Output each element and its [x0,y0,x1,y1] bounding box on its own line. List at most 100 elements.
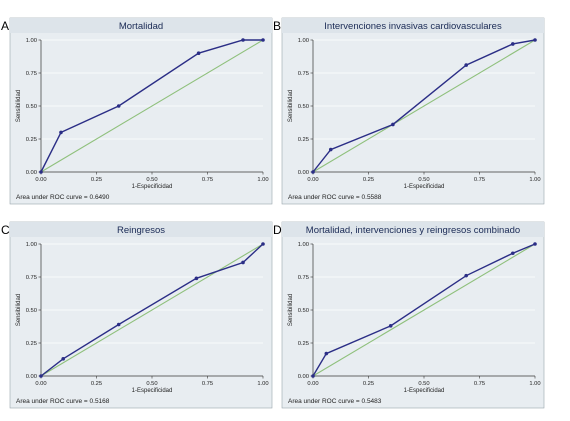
y-tick-label: 0.00 [26,374,37,380]
y-tick-label: 1.00 [298,38,309,44]
title-bar [282,18,544,33]
y-tick-label: 1.00 [298,242,309,248]
panel-letter: A [1,19,9,33]
x-axis-label: 1-Especificidad [132,388,173,394]
x-tick-label: 0.25 [91,177,102,183]
roc-point [391,122,395,127]
roc-chart: D Mortalidad, intervenciones y reingresos… [273,221,545,409]
roc-point [511,251,515,256]
roc-point [533,242,537,246]
y-axis-label: Sensibilidad [288,294,294,326]
roc-point [388,324,393,328]
x-tick-label: 0.25 [363,177,374,183]
auc-annotation: Area under ROC curve = 0.5588 [288,194,382,201]
chart-title: Mortalidad [119,21,163,32]
roc-point [241,260,245,265]
roc-curve-line [40,243,264,377]
x-tick-label: 0.75 [474,381,485,387]
x-tick-label: 0.75 [202,177,213,183]
x-tick-label: 1.00 [257,381,268,387]
roc-panel-c: C Reingresos 0.00 0.25 0.50 0.75 1.00 0.00 0.25 0… [1,221,273,409]
chart-title: Mortalidad, intervenciones y reingresos … [306,225,520,236]
reference-line [312,39,536,173]
y-tick-label: 1.00 [26,242,37,248]
x-tick-label: 1.00 [529,177,540,183]
y-tick-label: 0.00 [298,374,309,380]
roc-point [511,42,515,46]
auc-annotation: Area under ROC curve = 0.5168 [16,398,110,405]
roc-point [39,170,43,174]
y-tick-label: 0.50 [26,104,37,110]
roc-point [116,322,121,327]
x-tick-label: 0.00 [307,177,318,183]
y-tick-label: 0.50 [26,308,37,314]
y-tick-label: 0.50 [298,308,309,314]
title-bar [10,222,272,237]
x-tick-label: 0.00 [35,177,46,183]
roc-chart: B Intervenciones invasivas cardiovascular… [273,17,545,205]
roc-panel-a: A Mortalidad 0.00 0.25 0.50 0.75 1.00 0.00 0.25 0… [1,17,273,205]
roc-point [116,104,121,108]
y-tick-label: 0.25 [26,137,37,143]
roc-chart: C Reingresos 0.00 0.25 0.50 0.75 1.00 0.00 0.25 0… [1,221,273,409]
y-axis-label: Sensibilidad [16,90,22,122]
roc-point [261,38,265,42]
x-tick-label: 0.25 [363,381,374,387]
y-tick-label: 0.00 [298,170,309,176]
title-bar [10,18,272,33]
roc-point [464,273,468,278]
chart-title: Reingresos [117,225,165,236]
y-tick-label: 0.75 [298,71,309,77]
y-tick-label: 0.75 [26,275,37,281]
x-tick-label: 0.75 [474,177,485,183]
y-tick-label: 0.25 [298,341,309,347]
y-tick-label: 0.75 [26,71,37,77]
roc-point [196,51,201,55]
y-tick-label: 0.75 [298,275,309,281]
y-tick-label: 1.00 [26,38,37,44]
roc-curve-line [312,39,536,173]
roc-curve-line [312,243,536,377]
roc-point [311,170,315,174]
auc-annotation: Area under ROC curve = 0.6490 [16,194,110,201]
x-tick-label: 0.50 [418,177,429,183]
roc-chart: A Mortalidad 0.00 0.25 0.50 0.75 1.00 0.00 0.25 0… [1,17,273,205]
x-tick-label: 1.00 [257,177,268,183]
y-tick-label: 0.50 [298,104,309,110]
x-axis-label: 1-Especificidad [132,184,173,190]
roc-point [241,38,245,42]
panel-letter: B [273,19,281,33]
x-axis-label: 1-Especificidad [404,388,445,394]
chart-title: Intervenciones invasivas cardiovasculare… [324,21,502,32]
x-tick-label: 0.50 [146,177,157,183]
x-tick-label: 0.50 [146,381,157,387]
x-tick-label: 0.50 [418,381,429,387]
y-axis-label: Sensibilidad [16,294,22,326]
y-tick-label: 0.00 [26,170,37,176]
roc-point [328,147,333,152]
roc-point [61,357,65,361]
roc-point [533,38,537,42]
panel-letter: C [1,223,10,237]
y-tick-label: 0.25 [298,137,309,143]
x-tick-label: 0.25 [91,381,102,387]
title-bar [282,222,544,237]
roc-point [324,351,329,356]
x-tick-label: 0.00 [35,381,46,387]
roc-point [261,242,265,246]
roc-panel-b: B Intervenciones invasivas cardiovascular… [273,17,545,205]
roc-point [311,374,315,378]
roc-point [464,63,468,67]
reference-line [312,243,536,377]
auc-annotation: Area under ROC curve = 0.5483 [288,398,382,405]
x-tick-label: 0.75 [202,381,213,387]
roc-point [59,130,63,135]
reference-line [40,243,264,377]
y-tick-label: 0.25 [26,341,37,347]
roc-point [39,374,43,378]
x-tick-label: 0.00 [307,381,318,387]
panel-letter: D [273,223,282,237]
x-tick-label: 1.00 [529,381,540,387]
roc-curve-line [40,39,263,173]
roc-panel-d: D Mortalidad, intervenciones y reingresos… [273,221,545,409]
